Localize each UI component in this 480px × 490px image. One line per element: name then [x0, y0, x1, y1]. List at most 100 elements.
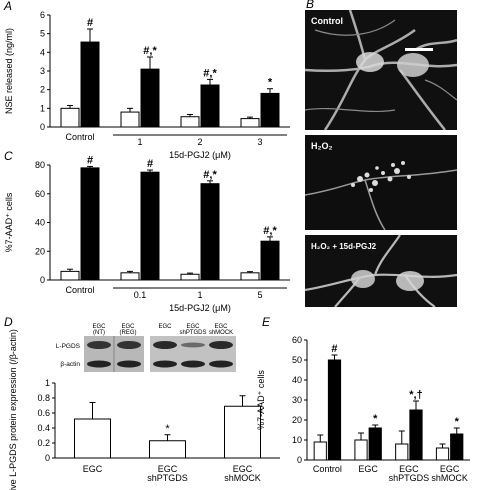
x-tick-label: EGC shMOCK — [224, 464, 261, 483]
y-axis-label: %7-AAD⁺ cells — [4, 192, 14, 252]
significance-mark: * — [268, 77, 273, 89]
bar — [260, 92, 280, 128]
significance-mark: # — [87, 17, 93, 29]
panel-letter-d: D — [4, 315, 13, 329]
bar — [180, 116, 200, 128]
micrograph-label-control: Control — [311, 16, 343, 26]
western-blot-right — [150, 336, 236, 372]
bar — [240, 118, 260, 128]
x-tick-label: EGC shMOCK — [431, 464, 468, 483]
y-tick-label: 0.6 — [37, 408, 50, 418]
y-tick-label: 3 — [40, 66, 45, 76]
significance-mark: #,* — [203, 169, 217, 181]
western-blot-left — [84, 336, 144, 372]
x-tick-label: 2 — [197, 137, 202, 147]
y-tick-label: 60 — [292, 335, 302, 345]
significance-mark: #,* — [203, 67, 217, 79]
y-tick-label: 40 — [35, 218, 45, 228]
significance-mark: #,* — [263, 225, 277, 237]
y-tick-label: 6 — [40, 10, 45, 20]
y-tick-label: 20 — [292, 415, 302, 425]
x-tick-label: 1 — [197, 290, 202, 300]
y-axis-label: NSE released (ng/ml) — [4, 28, 14, 114]
micrograph-h2o2-15dpgj2: H₂O₂ + 15d-PGJ2 — [305, 235, 457, 307]
bar — [368, 427, 382, 461]
significance-mark: * — [165, 423, 170, 435]
significance-mark: # — [331, 343, 337, 355]
y-tick-label: 0 — [40, 122, 45, 132]
panel-letter-b: B — [306, 0, 314, 11]
micrograph-label-h2o2: H₂O₂ — [311, 141, 333, 151]
western-blot-labels: L-PGDS β-actin EGC (NT) EGC (REG) EGC EGC shPTGD… — [56, 324, 233, 368]
y-tick-label: 50 — [292, 355, 302, 365]
panel-letter-a: A — [3, 0, 12, 13]
blot-lane-label: EGC (REG) — [120, 324, 137, 336]
panel-letter-c: C — [4, 149, 13, 163]
significance-mark: * — [373, 413, 378, 425]
y-tick-label: 1 — [40, 103, 45, 113]
x-tick-label: 0.1 — [134, 290, 147, 300]
y-tick-label: 60 — [35, 189, 45, 199]
bar — [240, 272, 260, 281]
bar — [60, 107, 80, 128]
bar — [120, 272, 140, 281]
bar — [395, 443, 409, 461]
y-tick-label: 10 — [292, 435, 302, 445]
significance-mark: *,† — [409, 389, 422, 401]
bar — [74, 418, 111, 459]
x-tick-label: EGC — [83, 464, 103, 474]
micrograph-h2o2: H₂O₂ — [305, 135, 457, 230]
group-label: 15d-PGJ2 (μM) — [169, 150, 231, 160]
chart-c: 0 20 40 60 80 %7-AAD⁺ cells # # #,* #,* Control 0.1… — [4, 154, 290, 313]
significance-mark: # — [87, 154, 93, 166]
bar — [140, 171, 160, 281]
bar — [80, 167, 100, 281]
x-tick-label: Control — [65, 132, 94, 142]
chart-a: 0 1 2 3 4 5 6 NSE released (ng/ml) # #,* #,* * Contr… — [4, 10, 290, 160]
y-tick-label: 0 — [297, 455, 302, 465]
bar — [180, 273, 200, 281]
bar — [354, 439, 368, 461]
y-tick-label: 0.8 — [37, 393, 50, 403]
y-tick-label: 40 — [292, 375, 302, 385]
y-axis-label: %7-AAD⁺ cells — [256, 370, 266, 430]
y-tick-label: 5 — [40, 29, 45, 39]
bar — [327, 359, 342, 461]
y-tick-label: 0 — [45, 453, 50, 463]
y-tick-label: 0.4 — [37, 423, 50, 433]
significance-mark: #,* — [143, 45, 157, 57]
bar — [450, 433, 464, 461]
micrograph-control: Control — [305, 10, 457, 130]
blot-lane-label: EGC (NT) — [92, 324, 106, 336]
bar — [200, 183, 220, 281]
y-tick-label: 2 — [40, 85, 45, 95]
panel-letter-e: E — [262, 315, 271, 329]
y-tick-label: 20 — [35, 246, 45, 256]
bar — [80, 41, 100, 128]
y-tick-label: 1 — [45, 378, 50, 388]
y-tick-label: 0.2 — [37, 438, 50, 448]
y-tick-label: 30 — [292, 395, 302, 405]
bar — [313, 441, 327, 461]
blot-lane-label: EGC shMOCK — [209, 324, 233, 336]
x-tick-label: EGC shPTGDS — [389, 464, 430, 483]
x-tick-label: Control — [65, 285, 94, 295]
group-label: 15d-PGJ2 (μM) — [169, 303, 231, 313]
bar — [200, 84, 220, 128]
y-axis-label: Relative L-PGDS protein expression (/β-a… — [8, 329, 18, 490]
chart-e: 0 10 20 30 40 50 60 %7-AAD⁺ cells # * *,† * Control E… — [256, 335, 470, 483]
bar — [224, 405, 261, 459]
y-tick-label: 4 — [40, 47, 45, 57]
panel-letters: A B C D E — [3, 0, 314, 329]
bar — [60, 270, 80, 281]
chart-d: 0 0.2 0.4 0.6 0.8 1 Relative L-PGDS protein ex… — [8, 329, 280, 490]
x-tick-label: Control — [313, 464, 342, 474]
bar — [140, 68, 160, 128]
significance-mark: * — [455, 416, 460, 428]
y-tick-label: 0 — [40, 275, 45, 285]
bar — [435, 447, 450, 461]
y-tick-label: 80 — [35, 160, 45, 170]
x-tick-label: 3 — [257, 137, 262, 147]
x-tick-label: 1 — [137, 137, 142, 147]
blot-row-label: L-PGDS — [56, 343, 81, 350]
